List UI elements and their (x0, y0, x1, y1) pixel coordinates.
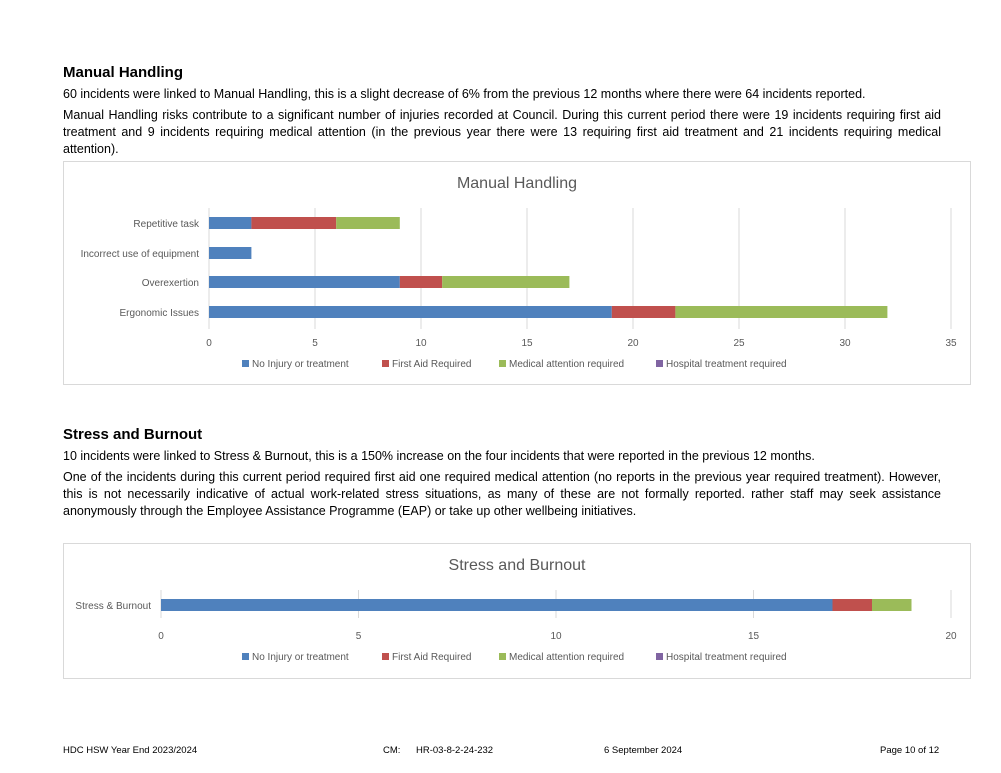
stress-x-tick-label: 5 (356, 631, 362, 642)
manual-bar-overexertion-medical-attention-required (442, 276, 570, 288)
stress-legend-label-no-injury-or-treatment: No Injury or treatment (252, 652, 349, 663)
manual-bar-overexertion-first-aid-required (399, 276, 443, 288)
stress-bar-stress-burnout-medical-attention-required (872, 599, 912, 611)
stress-legend-swatch-no-injury-or-treatment (242, 653, 249, 660)
manual-category-label-repetitive-task: Repetitive task (133, 219, 200, 230)
stress-legend-swatch-hospital-treatment-required (656, 653, 663, 660)
manual-x-tick-label: 15 (521, 338, 533, 349)
stress-bar-stress-burnout-first-aid-required (832, 599, 872, 611)
manual-x-tick-label: 30 (839, 338, 851, 349)
manual-legend-swatch-medical-attention-required (499, 360, 506, 367)
stress-x-tick-label: 15 (748, 631, 760, 642)
stress-burnout-paragraph-2: One of the incidents during this current… (63, 470, 941, 518)
manual-x-tick-label: 5 (312, 338, 318, 349)
stress-legend-label-first-aid-required: First Aid Required (392, 652, 471, 663)
stress-x-tick-label: 10 (550, 631, 562, 642)
manual-category-label-incorrect-use-of-equipment: Incorrect use of equipment (81, 249, 200, 260)
stress-legend-swatch-first-aid-required (382, 653, 389, 660)
manual-legend-swatch-no-injury-or-treatment (242, 360, 249, 367)
stress-bar-stress-burnout-no-injury-or-treatment (161, 599, 833, 611)
manual-handling-chart-svg: Manual Handling 0 5 10 15 20 25 30 35 Repetitive … (81, 175, 957, 370)
manual-category-label-ergonomic-issues: Ergonomic Issues (120, 308, 199, 319)
manual-bar-overexertion-no-injury-or-treatment (209, 276, 400, 288)
manual-bar-repetitive-task-first-aid-required (251, 217, 337, 229)
manual-legend-label-no-injury-or-treatment: No Injury or treatment (252, 359, 349, 370)
footer-document-title: HDC HSW Year End 2023/2024 (63, 745, 198, 756)
footer-cm-label: CM: (383, 745, 401, 756)
stress-x-tick-label: 20 (945, 631, 957, 642)
section-heading-manual-handling: Manual Handling (63, 64, 183, 81)
stress-burnout-chart: Stress and Burnout 0 5 10 15 20 Stress & Burno… (63, 543, 971, 679)
footer-date: 6 September 2024 (604, 745, 683, 756)
stress-burnout-chart-svg: Stress and Burnout 0 5 10 15 20 Stress & Burno… (75, 557, 957, 663)
manual-bar-ergonomic-issues-medical-attention-required (675, 306, 888, 318)
manual-bar-repetitive-task-medical-attention-required (336, 217, 400, 229)
section-heading-stress-burnout: Stress and Burnout (63, 426, 203, 443)
manual-x-tick-label: 0 (206, 338, 212, 349)
manual-x-tick-label: 25 (733, 338, 745, 349)
manual-chart-title: Manual Handling (457, 175, 577, 192)
stress-chart-title: Stress and Burnout (449, 557, 587, 574)
manual-bar-incorrect-use-of-equipment-no-injury-or-treatment (209, 247, 252, 259)
manual-legend-swatch-first-aid-required (382, 360, 389, 367)
manual-handling-paragraph-1: 60 incidents were linked to Manual Handl… (63, 87, 866, 101)
manual-category-label-overexertion: Overexertion (142, 278, 199, 289)
manual-x-tick-label: 35 (945, 338, 957, 349)
stress-category-label-stress-burnout: Stress & Burnout (75, 601, 151, 612)
manual-legend-label-first-aid-required: First Aid Required (392, 359, 471, 370)
manual-legend-label-hospital-treatment-required: Hospital treatment required (666, 359, 787, 370)
manual-handling-chart: Manual Handling 0 5 10 15 20 25 30 35 Repetitive … (63, 161, 971, 385)
stress-legend-swatch-medical-attention-required (499, 653, 506, 660)
stress-x-tick-label: 0 (158, 631, 164, 642)
manual-x-tick-label: 20 (627, 338, 639, 349)
manual-bar-ergonomic-issues-no-injury-or-treatment (209, 306, 612, 318)
manual-bar-ergonomic-issues-first-aid-required (611, 306, 676, 318)
stress-burnout-paragraph-1: 10 incidents were linked to Stress & Bur… (63, 449, 815, 463)
manual-handling-paragraph-2: Manual Handling risks contribute to a si… (63, 108, 941, 156)
footer-cm-value: HR-03-8-2-24-232 (416, 745, 494, 756)
manual-bar-repetitive-task-no-injury-or-treatment (209, 217, 252, 229)
manual-legend-swatch-hospital-treatment-required (656, 360, 663, 367)
manual-legend-label-medical-attention-required: Medical attention required (509, 359, 624, 370)
footer-page-number: Page 10 of 12 (880, 745, 940, 756)
stress-legend-label-medical-attention-required: Medical attention required (509, 652, 624, 663)
manual-x-tick-label: 10 (415, 338, 427, 349)
stress-legend-label-hospital-treatment-required: Hospital treatment required (666, 652, 787, 663)
